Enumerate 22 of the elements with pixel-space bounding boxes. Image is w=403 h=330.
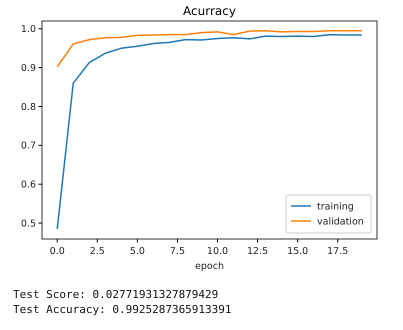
x-axis-title: epoch bbox=[195, 261, 224, 272]
y-tick-label: 0.8 bbox=[20, 102, 36, 113]
legend-label: training bbox=[317, 201, 354, 212]
line-series bbox=[56, 30, 363, 68]
legend-label: validation bbox=[317, 216, 364, 228]
x-tick-label: 0.0 bbox=[50, 246, 65, 257]
y-tick-label: 1.0 bbox=[20, 24, 36, 36]
x-tick-label: 12.5 bbox=[247, 246, 268, 257]
x-tick-label: 10.0 bbox=[206, 246, 228, 257]
x-tick-label: 2.5 bbox=[90, 246, 105, 257]
x-tick-label: 7.5 bbox=[170, 246, 185, 257]
line-series bbox=[56, 34, 363, 230]
x-tick-label: 17.5 bbox=[327, 246, 348, 257]
text: Test Accuracy: 0.9925287365913391 bbox=[13, 303, 232, 316]
text: Test Score: 0.02771931327879429 bbox=[13, 288, 218, 301]
y-tick-label: 0.6 bbox=[20, 180, 36, 191]
chart-title: Acurracy bbox=[183, 4, 236, 18]
y-tick-label: 0.5 bbox=[20, 218, 36, 230]
y-tick-label: 0.7 bbox=[20, 140, 36, 152]
x-tick-label: 15.0 bbox=[287, 246, 308, 257]
y-tick-label: 0.9 bbox=[20, 62, 36, 74]
x-tick-label: 5.0 bbox=[130, 246, 145, 257]
